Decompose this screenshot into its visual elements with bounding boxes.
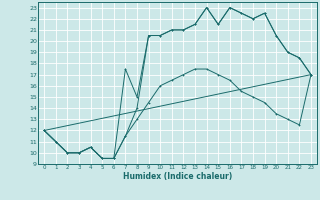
X-axis label: Humidex (Indice chaleur): Humidex (Indice chaleur) bbox=[123, 172, 232, 181]
